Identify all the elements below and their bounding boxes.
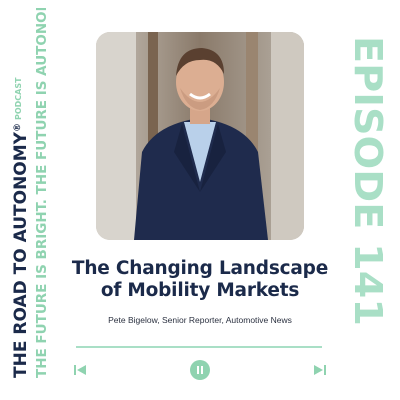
svg-text:EPISODE 141: EPISODE 141 [346,36,390,326]
pause-icon [197,366,203,374]
svg-text:THE FUTURE IS BRIGHT. THE FUTU: THE FUTURE IS BRIGHT. THE FUTURE IS AUTO… [34,8,50,378]
branding-svg: THE ROAD TO AUTONOMY® PODCAST THE FUTURE … [11,8,50,378]
skip-forward-icon [314,365,326,375]
episode-word: EPISODE [346,36,390,229]
svg-text:THE ROAD TO AUTONOMY®PODCAST: THE ROAD TO AUTONOMY® PODCAST [11,77,31,378]
podcast-branding: THE ROAD TO AUTONOMY® PODCAST THE FUTURE … [2,8,62,378]
show-name: THE ROAD TO AUTONOMY [11,131,31,378]
episode-number: 141 [346,243,390,326]
registered-mark: ® [13,123,23,132]
episode-title-line2: of Mobility Markets [100,280,300,301]
episode-label: EPISODE 141 [344,36,394,326]
episode-title: The Changing Landscape of Mobility Marke… [60,258,340,302]
episode-title-line1: The Changing Landscape [71,258,329,279]
skip-back-button[interactable] [72,362,88,378]
skip-back-icon [74,365,86,375]
guest-portrait-icon [96,32,304,240]
episode-svg: EPISODE 141 [346,36,390,326]
progress-bar[interactable] [76,346,322,348]
tagline: THE FUTURE IS BRIGHT. THE FUTURE IS AUTO… [34,8,50,378]
pause-button[interactable] [190,360,210,380]
guest-credit: Pete Bigelow, Senior Reporter, Automotiv… [108,315,292,325]
skip-forward-button[interactable] [312,362,328,378]
podcast-label: PODCAST [14,77,23,120]
guest-photo [96,32,304,240]
